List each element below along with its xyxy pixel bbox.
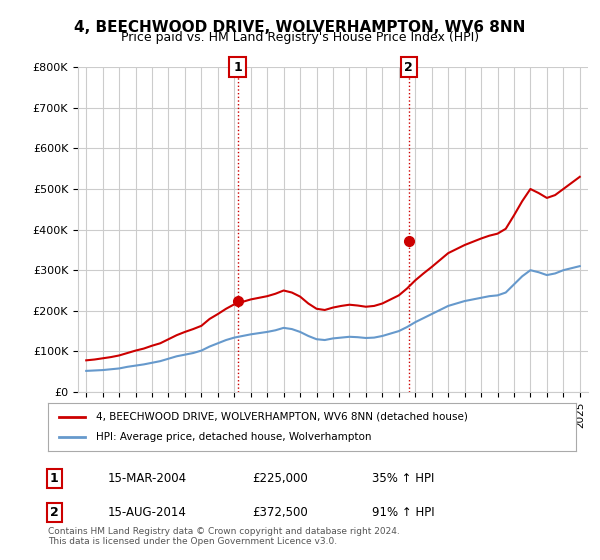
Text: 15-AUG-2014: 15-AUG-2014 [108,506,187,519]
Text: 15-MAR-2004: 15-MAR-2004 [108,472,187,486]
Text: 91% ↑ HPI: 91% ↑ HPI [372,506,434,519]
Text: Contains HM Land Registry data © Crown copyright and database right 2024.
This d: Contains HM Land Registry data © Crown c… [48,526,400,546]
Text: 4, BEECHWOOD DRIVE, WOLVERHAMPTON, WV6 8NN (detached house): 4, BEECHWOOD DRIVE, WOLVERHAMPTON, WV6 8… [95,412,467,422]
Text: HPI: Average price, detached house, Wolverhampton: HPI: Average price, detached house, Wolv… [95,432,371,442]
Text: £225,000: £225,000 [252,472,308,486]
Text: 1: 1 [233,60,242,74]
Text: 2: 2 [50,506,58,519]
Text: 4, BEECHWOOD DRIVE, WOLVERHAMPTON, WV6 8NN: 4, BEECHWOOD DRIVE, WOLVERHAMPTON, WV6 8… [74,20,526,35]
Text: 2: 2 [404,60,413,74]
Text: £372,500: £372,500 [252,506,308,519]
Text: 1: 1 [50,472,58,486]
Text: Price paid vs. HM Land Registry's House Price Index (HPI): Price paid vs. HM Land Registry's House … [121,31,479,44]
Text: 35% ↑ HPI: 35% ↑ HPI [372,472,434,486]
